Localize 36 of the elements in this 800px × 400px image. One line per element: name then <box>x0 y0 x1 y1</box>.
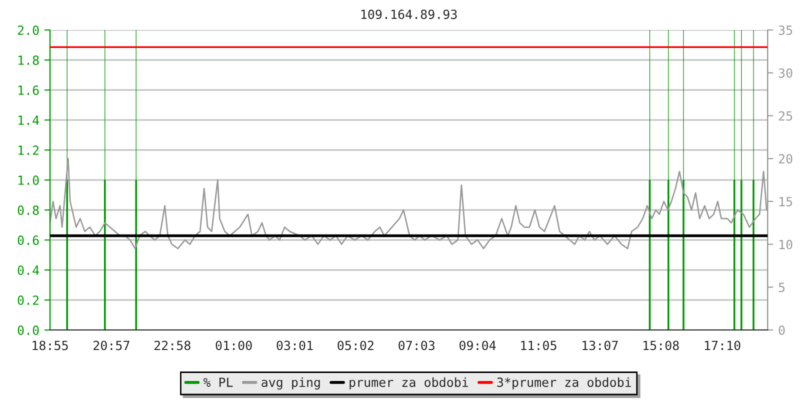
x-tick-label: 11:05 <box>521 340 556 350</box>
y2-tick-label: 30 <box>778 68 792 78</box>
y-tick-label: 1.4 <box>18 116 39 125</box>
legend-label: % PL <box>203 378 233 387</box>
legend-label: 3*prumer za obdobi <box>497 377 632 390</box>
y-tick-label: 1.8 <box>18 56 39 65</box>
legend-label: avg ping <box>262 377 320 390</box>
x-tick-label: 15:08 <box>644 340 679 350</box>
x-tick-label: 13:07 <box>582 340 618 350</box>
y2-tick-label: 10 <box>780 240 792 250</box>
x-tick-label: 22:58 <box>154 340 190 350</box>
y2-tick-label: 35 <box>778 26 792 35</box>
y-tick-label: 0.2 <box>18 296 39 305</box>
y2-tick-label: 15 <box>780 197 792 206</box>
x-tick-label: 18:55 <box>32 340 68 350</box>
x-tick-label: 03:01 <box>276 340 313 350</box>
x-tick-label: 07:03 <box>398 340 434 350</box>
x-tick-label: 20:57 <box>94 340 130 350</box>
legend-label: prumer za obdobi <box>350 377 468 390</box>
x-tick-label: 01:00 <box>216 340 252 350</box>
chart-title: 109.164.89.93 <box>361 10 457 20</box>
y-tick-label: 0.6 <box>18 236 39 245</box>
y2-tick-label: 5 <box>778 282 785 292</box>
y-tick-label: 0.8 <box>18 206 39 215</box>
y-tick-label: 1.2 <box>18 146 39 155</box>
y2-tick-label: 25 <box>778 111 792 121</box>
y2-tick-label: 20 <box>778 154 792 164</box>
x-tick-label: 09:04 <box>460 340 496 350</box>
y-tick-label: 0.0 <box>18 326 39 335</box>
y-tick-label: 1.6 <box>18 86 39 95</box>
y-tick-label: 2.0 <box>18 26 39 35</box>
y-tick-label: 0.4 <box>18 266 39 275</box>
x-tick-label: 17:10 <box>704 340 740 350</box>
x-tick-label: 05:02 <box>338 340 374 350</box>
y2-tick-label: 0 <box>778 326 785 335</box>
y-tick-label: 1.0 <box>18 176 39 185</box>
